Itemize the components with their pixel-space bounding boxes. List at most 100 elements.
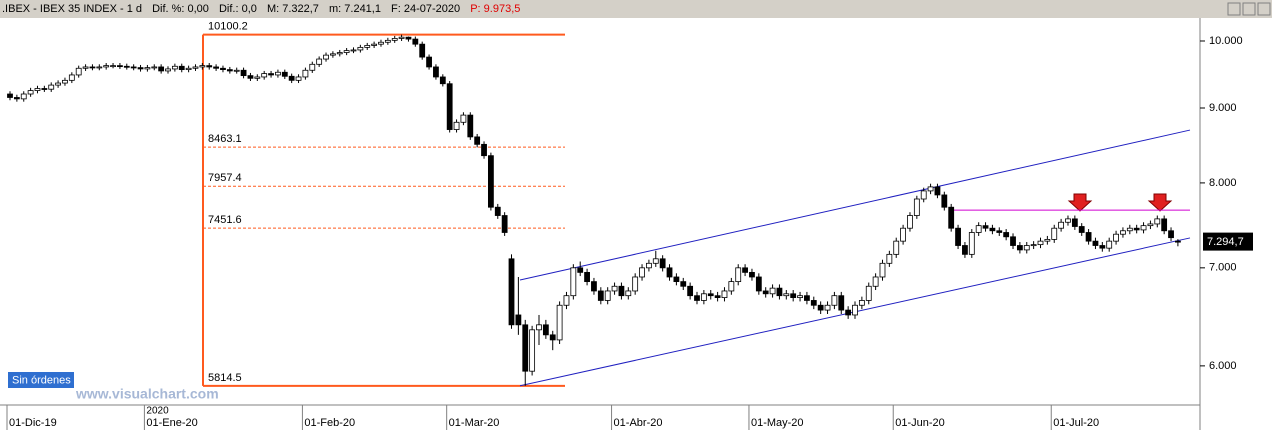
candle-body <box>474 136 481 145</box>
candle-body <box>783 293 790 297</box>
candle-body <box>336 52 343 55</box>
candle-body <box>742 267 748 273</box>
candle-body <box>941 194 948 208</box>
candle-body <box>845 309 852 316</box>
candle-body <box>611 285 618 292</box>
candle-body <box>1010 236 1016 246</box>
chart-title: .IBEX - IBEX 35 INDEX - 1 d <box>2 3 142 15</box>
candle-body <box>1092 240 1099 246</box>
candle-body <box>989 227 996 232</box>
fib-level-label: 8463.1 <box>208 133 242 145</box>
last-price-label: 7.294,7 <box>1207 236 1244 248</box>
candle-body <box>920 190 927 200</box>
candle-body <box>515 314 522 326</box>
window-button[interactable] <box>1242 2 1256 16</box>
candle-body <box>639 267 645 278</box>
candle-body <box>48 84 55 90</box>
candle-body <box>1044 239 1051 242</box>
candle-body <box>563 295 570 306</box>
candle-body <box>412 38 419 45</box>
candle-body <box>453 121 460 130</box>
candle-body <box>316 58 323 65</box>
candle-body <box>625 290 632 297</box>
window-button[interactable] <box>1257 2 1271 16</box>
candle-body <box>1051 227 1058 240</box>
x-tick-label: 01-Ene-20 <box>146 417 197 429</box>
candle-body <box>872 276 879 287</box>
candle-body <box>913 198 920 216</box>
candle-body <box>137 67 144 70</box>
candle-body <box>1016 245 1023 251</box>
candle-body <box>165 68 171 72</box>
candle-body <box>700 293 707 301</box>
candle-body <box>1106 240 1113 249</box>
window-button[interactable] <box>1227 2 1241 16</box>
header-bar: .IBEX - IBEX 35 INDEX - 1 d Dif. %: 0,00… <box>0 0 1272 18</box>
candle-body <box>1071 218 1078 227</box>
orders-button-label: Sin órdenes <box>12 374 71 386</box>
candle-body <box>1168 230 1174 239</box>
candle-body <box>226 69 233 72</box>
y-tick-label: 8.000 <box>1209 177 1237 189</box>
candle-body <box>446 83 453 130</box>
candle-body <box>762 290 769 295</box>
candle-body <box>494 206 501 216</box>
x-tick-label: 01-Dic-19 <box>9 417 57 429</box>
candle-body <box>7 93 13 98</box>
candle-body <box>797 295 803 298</box>
candle-body <box>721 290 728 298</box>
candle-body <box>886 253 893 264</box>
candle-body <box>1078 226 1085 233</box>
x-tick-label: 01-May-20 <box>751 417 804 429</box>
candle-body <box>591 281 597 292</box>
candle-body <box>790 293 797 298</box>
candle-body <box>220 67 226 71</box>
candle-body <box>151 66 158 69</box>
candle-body <box>508 258 515 326</box>
candle-body <box>632 276 639 292</box>
candle-body <box>570 267 577 297</box>
candle-body <box>1126 227 1133 232</box>
candle-body <box>82 66 89 69</box>
candle-body <box>749 271 755 278</box>
candle-body <box>1161 218 1168 232</box>
candle-body <box>755 276 762 292</box>
candle-body <box>110 65 116 68</box>
candle-body <box>604 290 611 301</box>
stat: Dif.: 0,0 <box>218 3 257 15</box>
candle-body <box>934 186 941 196</box>
candle-body <box>769 287 776 295</box>
candle-body <box>735 267 742 283</box>
orders-button[interactable] <box>8 372 74 388</box>
candle-body <box>213 66 220 69</box>
candle-body <box>1065 218 1071 223</box>
candle-body <box>1154 218 1161 225</box>
candle-body <box>117 65 123 68</box>
candle-body <box>714 295 721 298</box>
candle-body <box>41 88 48 90</box>
candle-body <box>185 67 192 71</box>
candle-body <box>618 285 625 297</box>
candle-body <box>371 43 378 46</box>
candle-body <box>707 293 714 297</box>
candle-body <box>776 287 783 297</box>
candle-body <box>694 295 700 301</box>
candle-body <box>302 69 309 78</box>
candle-body <box>364 45 371 48</box>
x-tick-label: 01-Feb-20 <box>304 417 355 429</box>
candle-body <box>907 215 913 229</box>
candle-body <box>55 82 61 86</box>
candle-body <box>261 73 268 78</box>
signal-arrow <box>1067 193 1093 212</box>
candle-body <box>27 90 34 95</box>
candle-body <box>357 46 364 51</box>
stat: M: 7.322,7 <box>266 3 319 15</box>
candle-body <box>384 39 391 43</box>
candle-body <box>467 114 474 138</box>
stat: Dif. %: 0,00 <box>152 3 209 15</box>
candle-body <box>34 88 41 91</box>
candle-body <box>268 73 274 76</box>
y-tick-label: 9.000 <box>1209 102 1237 114</box>
candle-body <box>1147 223 1154 227</box>
